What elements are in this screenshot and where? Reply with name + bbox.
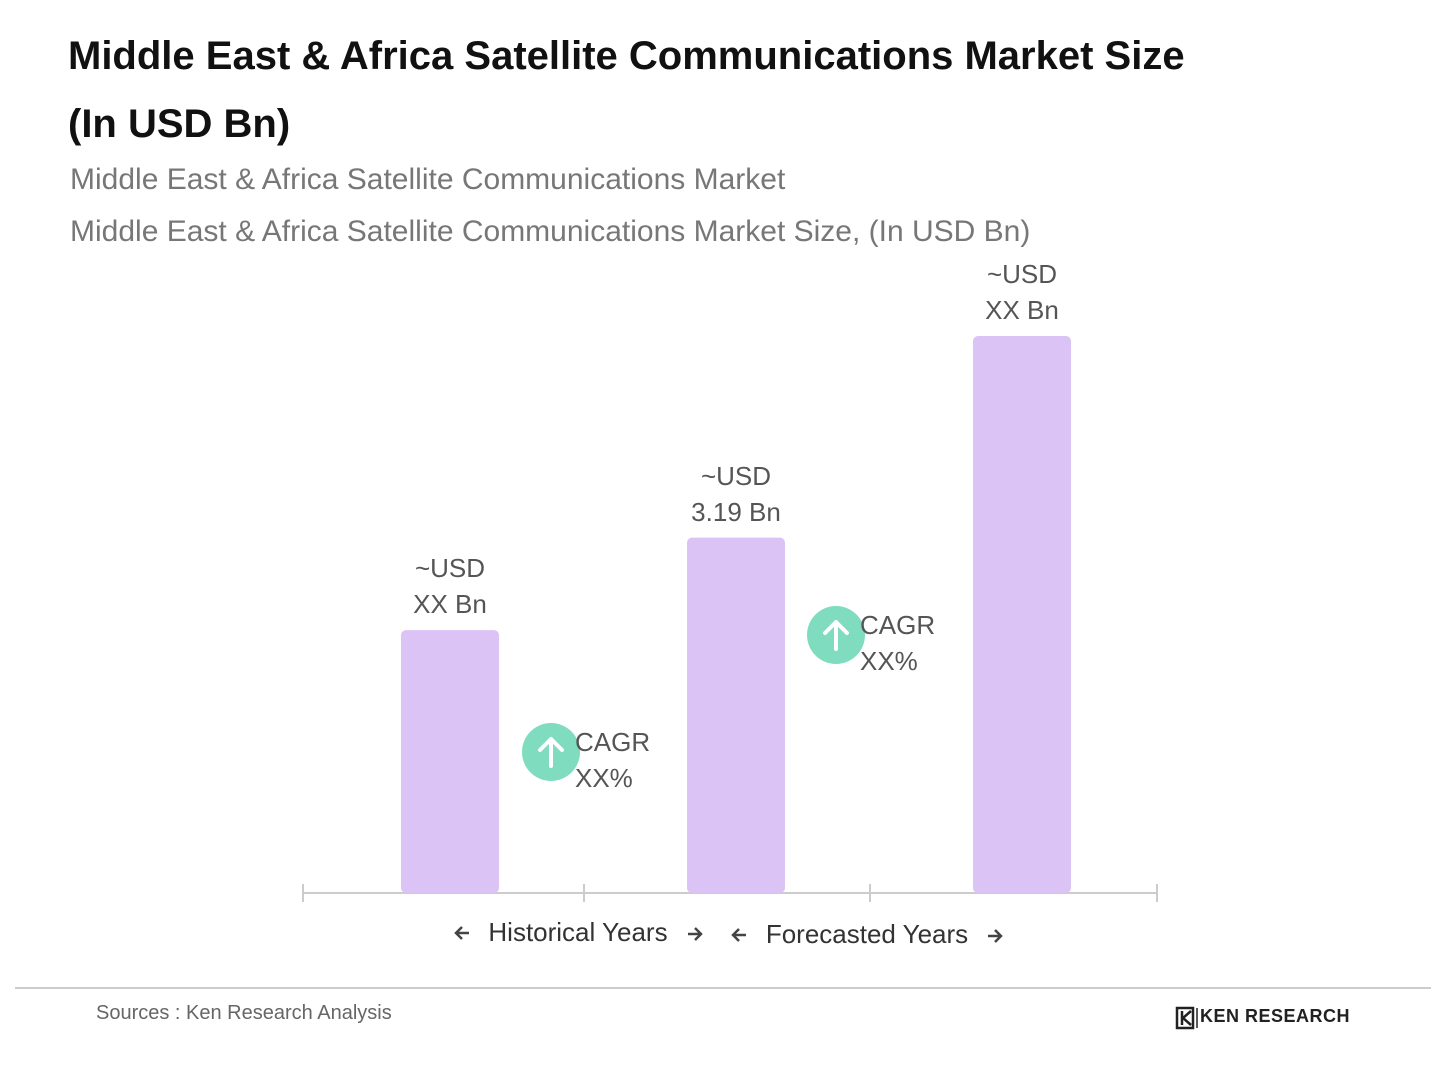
source-note: Sources : Ken Research Analysis — [96, 1002, 392, 1024]
arrow-left — [731, 928, 746, 942]
logo-k — [1180, 1010, 1192, 1026]
logo-box — [1175, 1006, 1195, 1030]
data-label: ~USD 3.19 Bn — [691, 460, 781, 527]
data-label: ~USD XX Bn — [413, 553, 487, 620]
arrows — [454, 926, 1003, 943]
logo-icon — [1175, 1006, 1198, 1030]
cagr-annotation: CAGR XX% — [860, 610, 936, 676]
logo-text: KEN RESEARCH — [1200, 1006, 1351, 1026]
subtitle: Middle East & Africa Satellite Communica… — [70, 215, 1031, 248]
bar — [687, 537, 785, 893]
arrow-left — [454, 926, 469, 940]
x-axis-label: Historical Years — [488, 917, 667, 947]
cagr-arrow — [823, 620, 849, 651]
x-axis-label: Forecasted Years — [766, 919, 968, 949]
chart-title: Middle East & Africa Satellite Communica… — [68, 34, 1185, 146]
cagr-arrow — [538, 737, 564, 768]
subtitle: Middle East & Africa Satellite Communica… — [70, 163, 786, 196]
arrow-right — [688, 927, 703, 941]
cagr-annotation: CAGR XX% — [575, 727, 651, 793]
bar — [401, 630, 499, 893]
arrow-right — [988, 929, 1003, 943]
bar — [973, 336, 1071, 893]
data-label: ~USD XX Bn — [985, 259, 1059, 325]
